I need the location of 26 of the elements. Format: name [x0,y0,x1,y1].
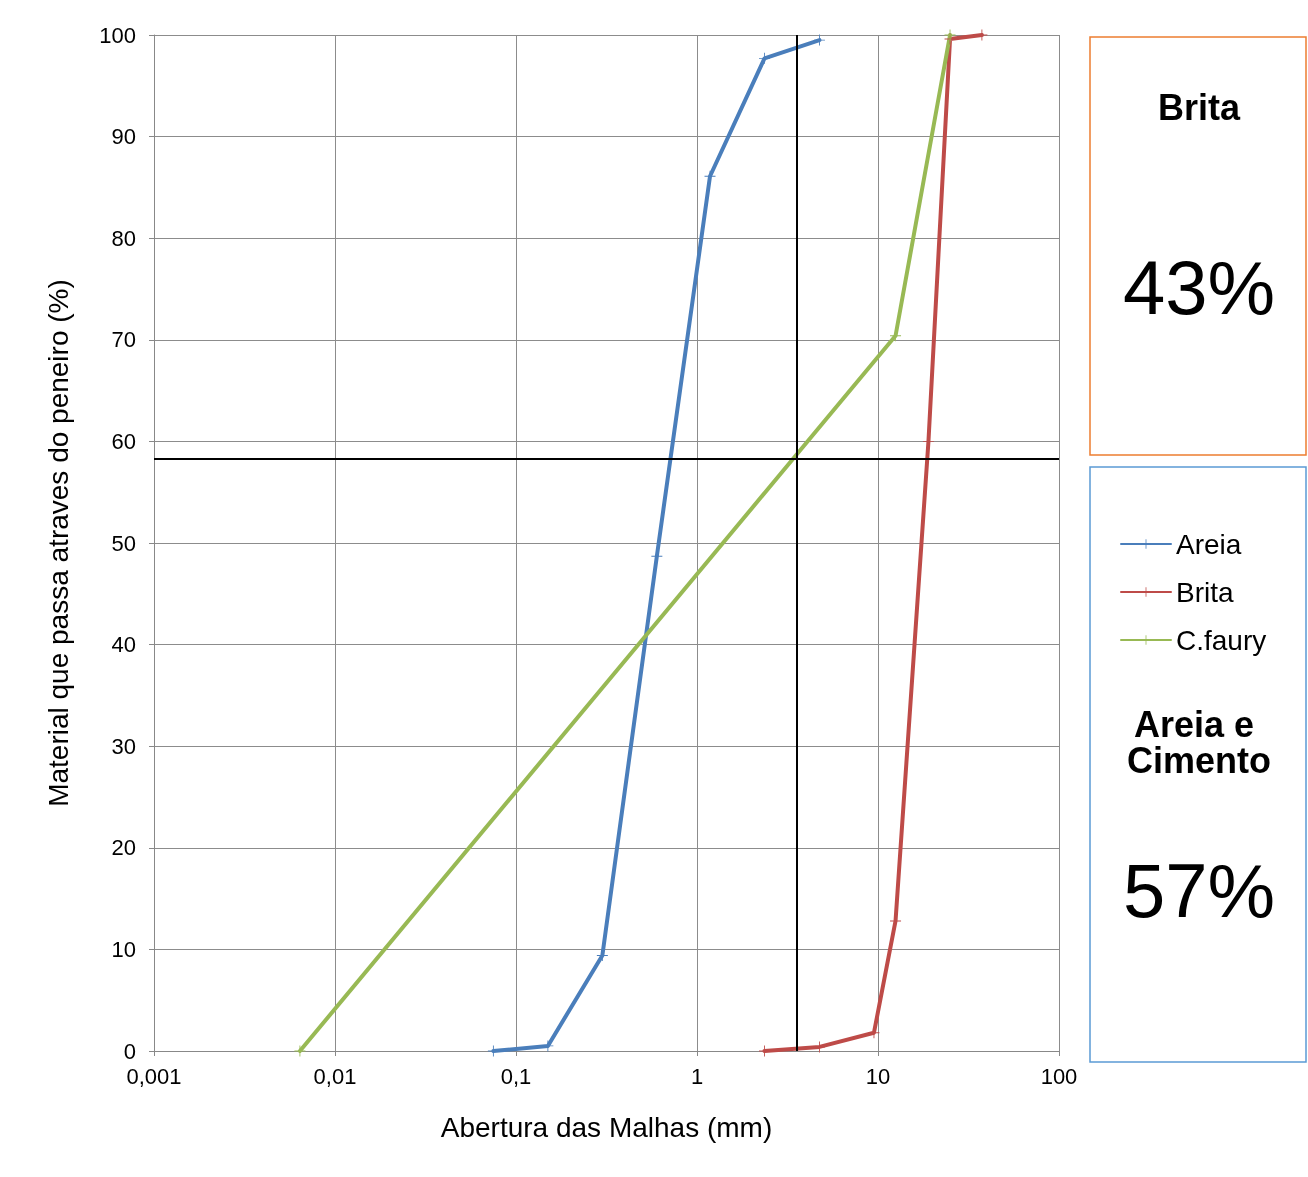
legend-label: Areia [1176,528,1242,560]
y-tick-label: 60 [111,428,136,454]
x-tick-label: 0,001 [126,1063,182,1089]
x-tick-label: 0,01 [313,1063,357,1089]
x-tick-label: 10 [865,1063,891,1089]
x-tick-label: 0,1 [500,1063,532,1089]
y-tick-label: 40 [111,632,136,658]
text: Brita [1157,86,1241,128]
y-axis-title: Material que passa atraves do peneiro (%) [42,279,74,807]
y-tick-label: 90 [111,124,136,150]
legend-label: C.faury [1176,624,1267,656]
y-tick-label: 80 [111,225,136,251]
x-axis-title: Abertura das Malhas (mm) [440,1111,773,1143]
y-tick-label: 10 [111,936,136,962]
y-tick-label: 0 [123,1038,136,1064]
text: Areia e Cimento [1127,703,1271,781]
y-tick-label: 50 [111,530,136,556]
x-tick-label: 1 [690,1063,704,1089]
text: 43% [1122,244,1276,330]
legend-label: Brita [1176,576,1234,608]
y-tick-label: 70 [111,327,136,353]
y-tick-label: 100 [99,22,136,48]
y-tick-label: 30 [111,733,136,759]
y-tick-label: 20 [111,835,136,861]
x-tick-label: 100 [1040,1063,1078,1089]
text: 57% [1122,847,1276,933]
